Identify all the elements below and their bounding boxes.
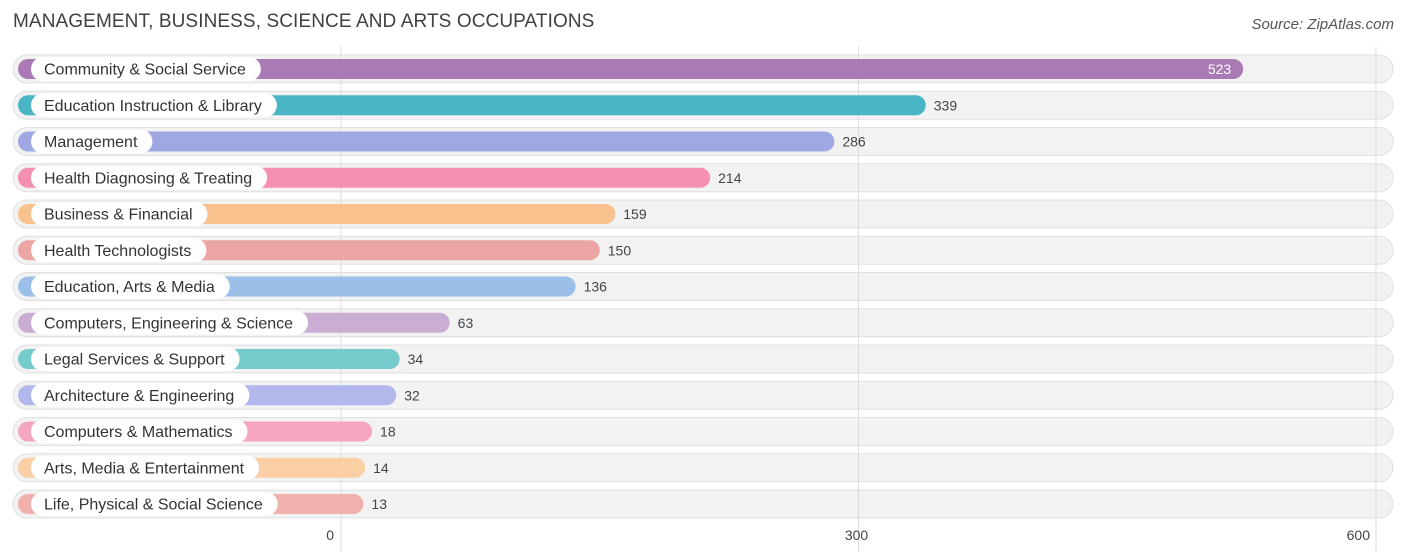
category-label: Health Technologists (44, 243, 191, 260)
value-label: 63 (458, 315, 474, 331)
x-axis-ticks: 0 300 600 (326, 527, 1370, 543)
category-label-pill (31, 129, 153, 154)
value-label: 136 (584, 279, 608, 295)
bars: Community & Social Service 523 Education I… (18, 57, 1244, 516)
value-label: 286 (842, 134, 866, 150)
source-label: Source: ZipAtlas.com (1251, 16, 1394, 33)
value-label: 13 (371, 496, 387, 512)
category-label-pill (31, 202, 208, 226)
value-label: 339 (934, 97, 958, 113)
category-label: Education Instruction & Library (44, 98, 262, 115)
value-label: 32 (404, 387, 420, 403)
category-label: Business & Financial (44, 207, 193, 224)
category-label-pill (31, 238, 207, 263)
x-tick-label: 300 (845, 527, 869, 543)
bar[interactable] (18, 131, 835, 152)
x-tick-label: 600 (1347, 527, 1371, 543)
value-label: 18 (380, 424, 396, 440)
category-label-pill (31, 455, 260, 480)
category-label: Management (44, 134, 138, 151)
category-label: Health Diagnosing & Treating (44, 170, 252, 187)
value-label: 523 (1208, 61, 1232, 77)
value-label: 14 (373, 460, 389, 476)
x-tick-label: 0 (326, 527, 334, 543)
category-label: Arts, Media & Entertainment (44, 460, 245, 477)
chart-title: MANAGEMENT, BUSINESS, SCIENCE AND ARTS O… (13, 11, 595, 32)
category-label: Life, Physical & Social Science (44, 497, 263, 514)
category-label-pill (31, 93, 277, 118)
category-label-pill (31, 419, 248, 444)
category-label: Education, Arts & Media (44, 279, 215, 296)
bar[interactable] (18, 59, 1244, 79)
category-label: Architecture & Engineering (44, 388, 234, 405)
category-label-pill (31, 274, 230, 299)
category-label-pill (31, 310, 309, 335)
value-label: 150 (608, 242, 632, 258)
category-label-pill (31, 57, 261, 81)
category-label-pill (31, 165, 268, 190)
category-label-pill (31, 347, 240, 371)
category-label: Community & Social Service (44, 62, 246, 79)
category-label-pill (31, 383, 250, 408)
category-label: Computers & Mathematics (44, 424, 233, 441)
category-label: Legal Services & Support (44, 352, 225, 369)
value-label: 34 (408, 351, 424, 367)
value-label: 214 (718, 170, 742, 186)
value-label: 159 (623, 206, 647, 222)
category-label-pill (31, 492, 278, 516)
category-label: Computers, Engineering & Science (44, 315, 293, 332)
